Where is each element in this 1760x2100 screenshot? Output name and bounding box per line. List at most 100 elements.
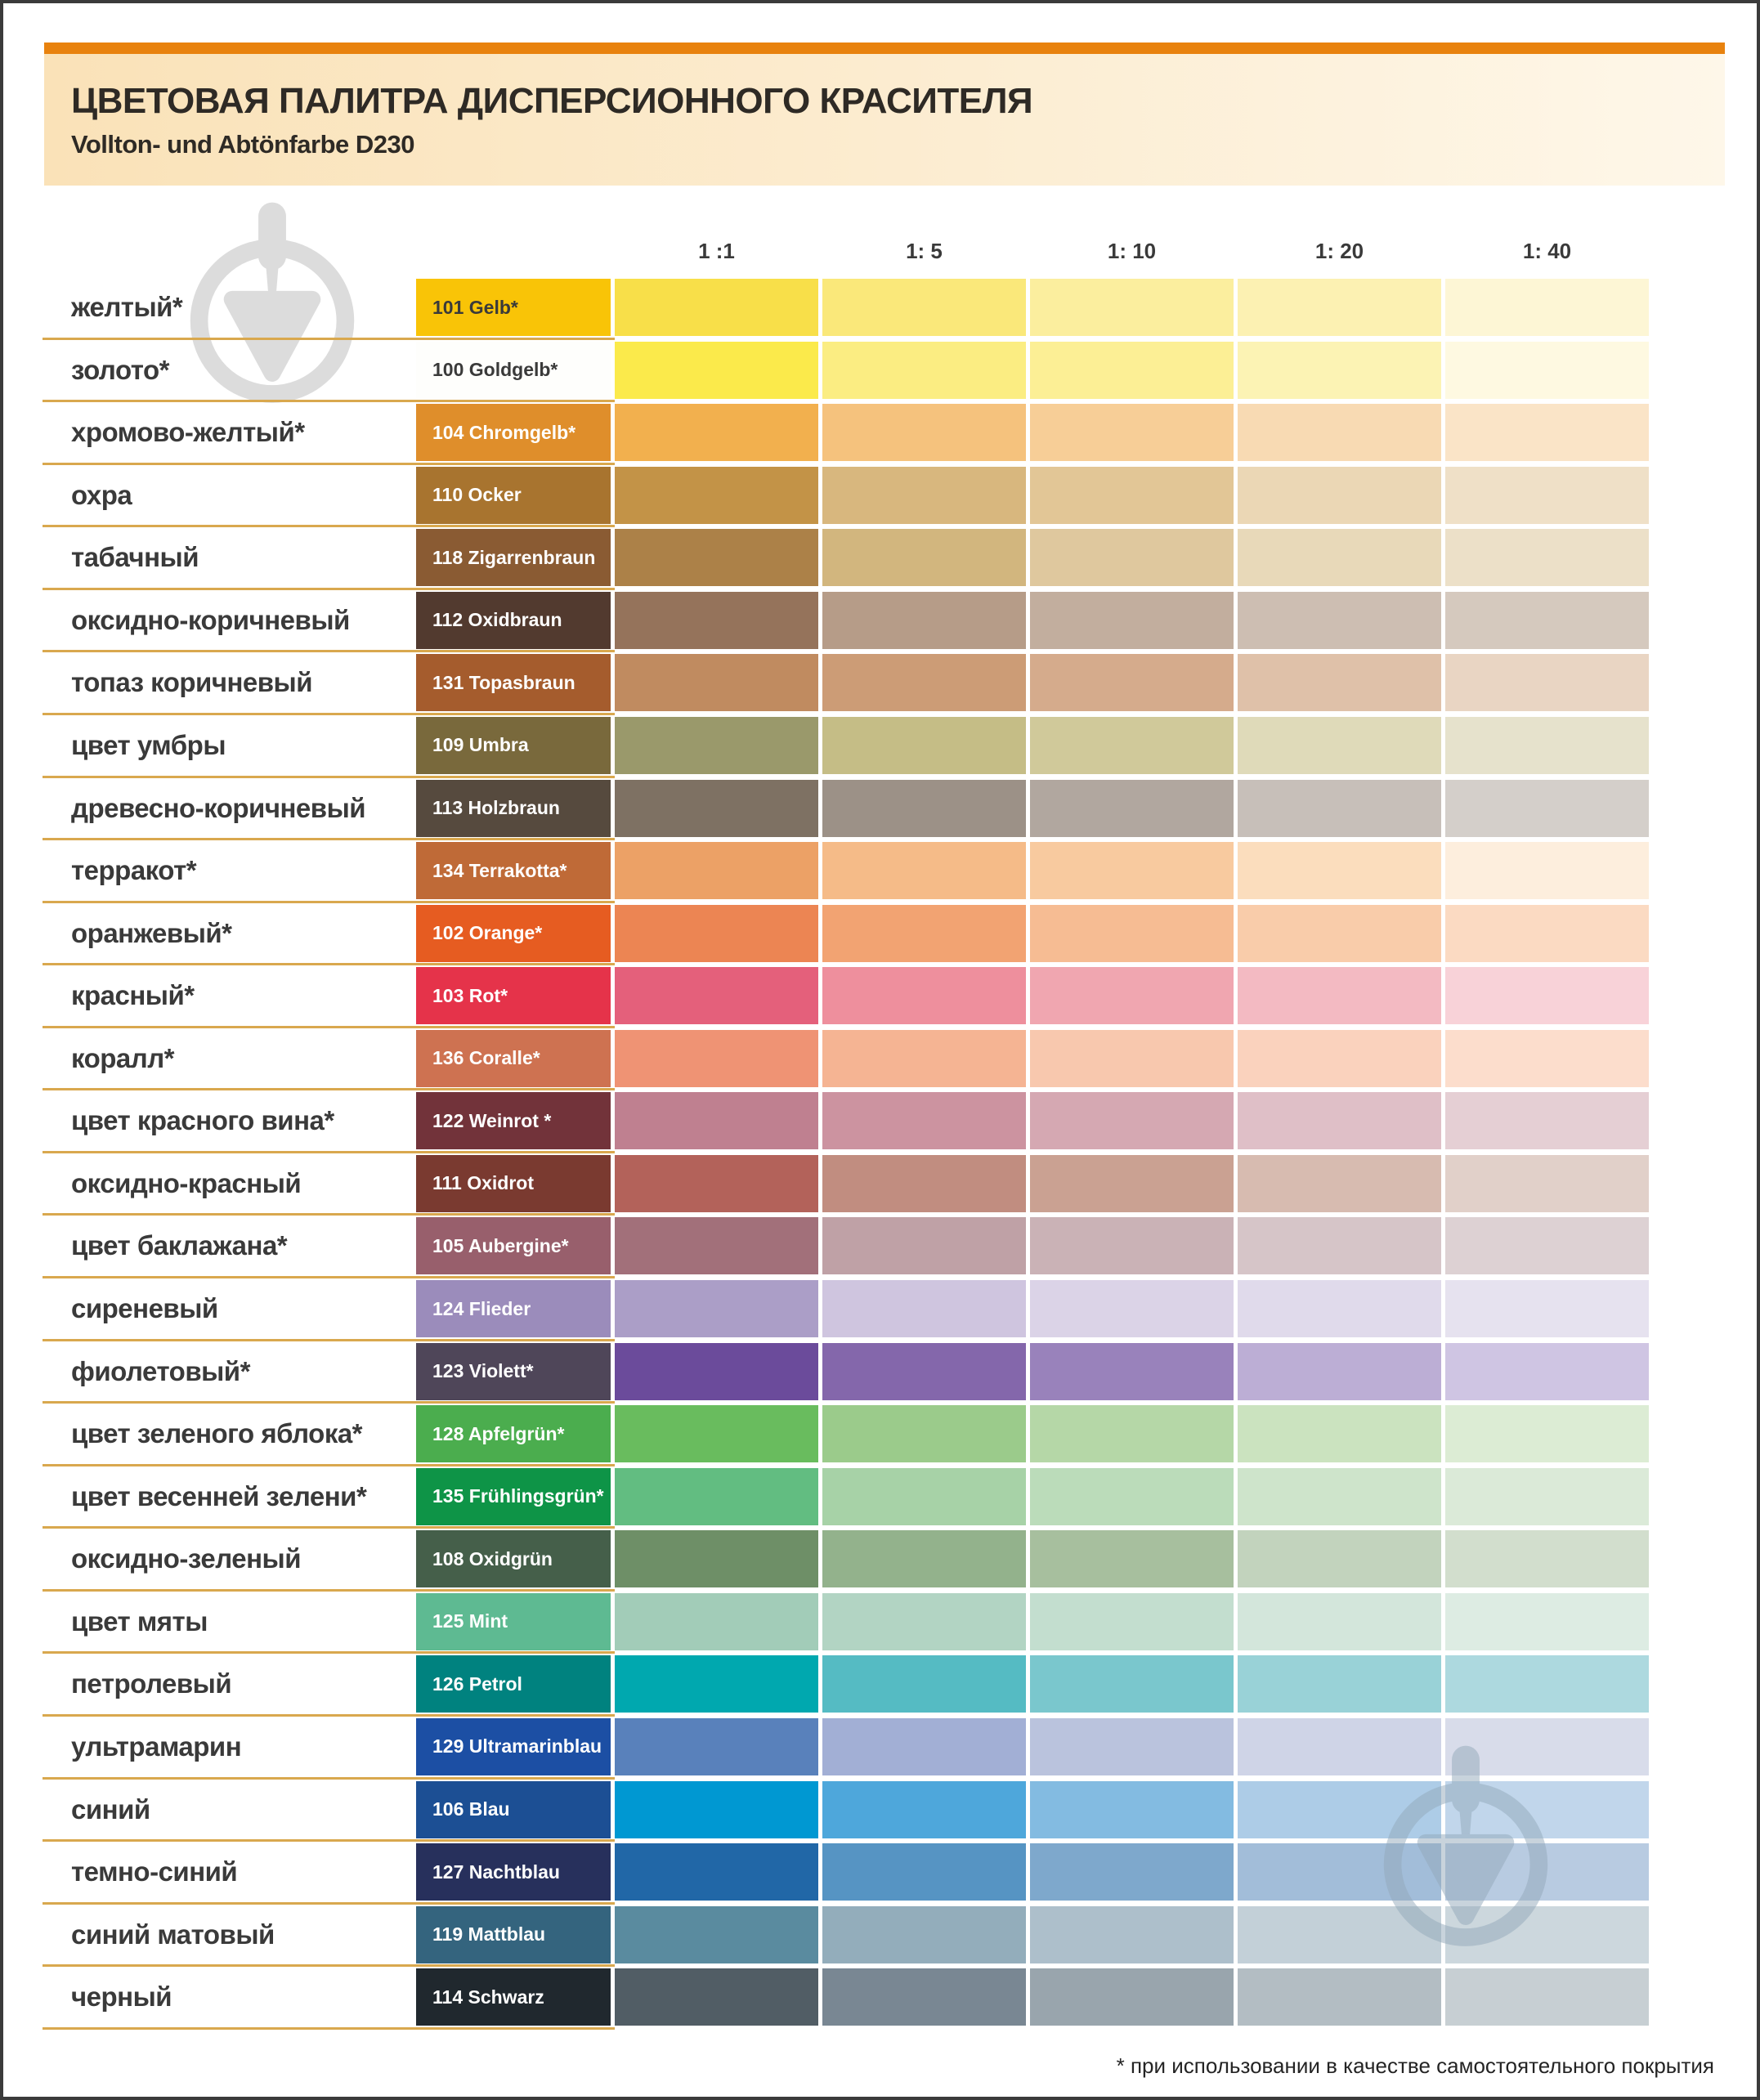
row-label: фиолетовый*: [71, 1355, 250, 1386]
row-label: цвет весенней зелени*: [71, 1480, 367, 1511]
code-chip: 119 Mattblau: [416, 1905, 611, 1963]
tint-swatch: [1238, 404, 1441, 462]
tint-swatch: [1445, 529, 1649, 587]
table-row: черный 114 Schwarz: [43, 1968, 1649, 2031]
tint-swatch: [1445, 1405, 1649, 1463]
tint-swatch: [1445, 1530, 1649, 1588]
row-label: оксидно-красный: [71, 1167, 302, 1198]
row-label: древесно-коричневый: [71, 792, 366, 823]
tint-swatch: [1445, 967, 1649, 1025]
tint-swatch: [1030, 529, 1234, 587]
tint-swatch: [1030, 967, 1234, 1025]
table-row: синий матовый 119 Mattblau: [43, 1905, 1649, 1969]
tint-swatch: [1238, 1467, 1441, 1525]
tint-swatch: [1238, 1029, 1441, 1087]
tint-swatch: [1445, 1029, 1649, 1087]
code-chip: 122 Weinrot *: [416, 1092, 611, 1150]
spacer: [416, 235, 611, 267]
code-chip: 103 Rot*: [416, 967, 611, 1025]
tint-swatch: [615, 1530, 818, 1588]
row-label: оранжевый*: [71, 917, 232, 948]
row-label: темно-синий: [71, 1856, 238, 1887]
code-chip: 104 Chromgelb*: [416, 404, 611, 462]
code-chip: 127 Nachtblau: [416, 1843, 611, 1901]
row-label: оксидно-зеленый: [71, 1543, 302, 1574]
row-label: цвет баклажана*: [71, 1230, 288, 1261]
tint-swatch: [1238, 842, 1441, 900]
tint-swatch: [822, 1092, 1026, 1150]
tint-swatch: [822, 1905, 1026, 1963]
tint-swatch: [822, 341, 1026, 399]
table-row: цвет баклажана* 105 Aubergine*: [43, 1217, 1649, 1280]
tint-swatch: [1445, 1968, 1649, 2026]
tint-swatch: [1445, 591, 1649, 649]
table-row: цвет умбры 109 Umbra: [43, 716, 1649, 780]
ratio-header: 1 :1: [698, 238, 735, 263]
tint-swatch: [1445, 1092, 1649, 1150]
tint-swatch: [1238, 716, 1441, 774]
row-label: цвет красного вина*: [71, 1105, 334, 1136]
tint-swatch: [1445, 1717, 1649, 1775]
tint-swatch: [615, 466, 818, 524]
tint-swatch: [1445, 1467, 1649, 1525]
table-row: оксидно-коричневый 112 Oxidbraun: [43, 591, 1649, 655]
tint-swatch: [1030, 466, 1234, 524]
tint-swatch: [822, 967, 1026, 1025]
tint-swatch: [615, 1092, 818, 1150]
tint-swatch: [1445, 904, 1649, 962]
table-row: сиреневый 124 Flieder: [43, 1280, 1649, 1343]
tint-swatch: [1030, 1280, 1234, 1337]
table-row: оксидно-зеленый 108 Oxidgrün: [43, 1530, 1649, 1593]
tint-swatch: [822, 1217, 1026, 1275]
row-label: золото*: [71, 354, 170, 385]
tint-swatch: [1238, 654, 1441, 712]
tint-swatch: [1030, 1405, 1234, 1463]
tint-swatch: [822, 1154, 1026, 1212]
tint-swatch: [615, 404, 818, 462]
tint-swatch: [615, 1217, 818, 1275]
tint-swatch: [822, 1655, 1026, 1713]
tint-swatch: [1238, 967, 1441, 1025]
row-label: ультрамарин: [71, 1731, 242, 1762]
header-band: ЦВЕТОВАЯ ПАЛИТРА ДИСПЕРСИОННОГО КРАСИТЕЛ…: [44, 43, 1725, 186]
ratio-header: 1: 10: [1107, 238, 1157, 263]
row-label: терракот*: [71, 855, 197, 886]
row-label: хромово-желтый*: [71, 417, 305, 448]
tint-swatch: [1238, 1342, 1441, 1400]
tint-swatch: [822, 1968, 1026, 2026]
code-chip: 113 Holzbraun: [416, 779, 611, 837]
tint-swatch: [1030, 716, 1234, 774]
tint-swatch: [822, 1717, 1026, 1775]
row-label: коралл*: [71, 1042, 175, 1073]
tint-swatch: [1445, 1217, 1649, 1275]
tint-swatch: [1030, 279, 1234, 336]
tint-swatch: [615, 1780, 818, 1838]
tint-swatch: [1445, 1780, 1649, 1838]
tint-swatch: [1445, 279, 1649, 336]
tint-swatch: [822, 1342, 1026, 1400]
table-row: фиолетовый* 123 Violett*: [43, 1342, 1649, 1406]
tint-swatch: [822, 779, 1026, 837]
table-row: табачный 118 Zigarrenbraun: [43, 529, 1649, 592]
table-row: хромово-желтый* 104 Chromgelb*: [43, 404, 1649, 467]
tint-swatch: [1030, 1530, 1234, 1588]
table-row: терракот* 134 Terrakotta*: [43, 842, 1649, 905]
table-row: цвет красного вина* 122 Weinrot *: [43, 1092, 1649, 1155]
tint-swatch: [615, 1154, 818, 1212]
tint-swatch: [615, 1905, 818, 1963]
tint-swatch: [1030, 1029, 1234, 1087]
tint-swatch: [1238, 1968, 1441, 2026]
ratio-header: 1: 5: [906, 238, 943, 263]
tint-swatch: [1238, 1717, 1441, 1775]
row-label: красный*: [71, 980, 195, 1011]
tint-swatch: [1030, 1843, 1234, 1901]
tint-swatch: [1238, 1154, 1441, 1212]
table-row: топаз коричневый 131 Topasbraun: [43, 654, 1649, 717]
tint-swatch: [822, 279, 1026, 336]
tint-swatch: [615, 1405, 818, 1463]
code-chip: 129 Ultramarinblau: [416, 1717, 611, 1775]
tint-swatch: [1238, 904, 1441, 962]
tint-swatch: [1030, 591, 1234, 649]
code-chip: 101 Gelb*: [416, 279, 611, 336]
table-row: оксидно-красный 111 Oxidrot: [43, 1154, 1649, 1218]
